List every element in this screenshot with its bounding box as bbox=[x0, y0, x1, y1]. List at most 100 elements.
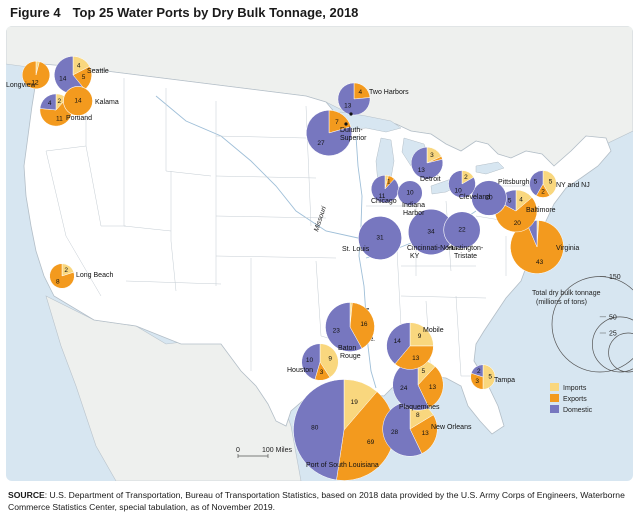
legend-swatch-exports bbox=[550, 394, 559, 402]
baton-rouge-slice-exports bbox=[349, 302, 375, 349]
figure-label: Figure 4 bbox=[10, 5, 61, 20]
indiana-harbor-label-line1: Indiana bbox=[402, 202, 425, 209]
duluth-superior-label-line1: Duluth- bbox=[340, 127, 363, 134]
cleveland-domestic-value: 10 bbox=[454, 188, 462, 195]
port-tampa[interactable]: 5 3 2 Tampa bbox=[470, 364, 515, 390]
port-virginia[interactable]: 43 Virginia bbox=[510, 220, 579, 274]
ny-and-nj-imports-value: 5 bbox=[549, 179, 553, 186]
port-houston[interactable]: 93 10 Houston bbox=[287, 343, 339, 381]
mobile-domestic-value: 14 bbox=[394, 338, 402, 345]
longview-slice-exports bbox=[21, 60, 51, 90]
new-orleans-exports-value: 13 bbox=[422, 430, 430, 437]
duluth-superior-slice-domestic bbox=[306, 110, 352, 156]
long-beach-imports-value: 2 bbox=[64, 267, 68, 274]
legend-size-value-150: 150 bbox=[609, 274, 621, 281]
long-beach-exports-value: 8 bbox=[56, 279, 60, 286]
legend-swatch-domestic bbox=[550, 405, 559, 413]
seattle-label-line1: Seattle bbox=[87, 68, 109, 75]
pittsburgh-domestic-value: 20 bbox=[485, 195, 493, 202]
tampa-imports-value: 5 bbox=[488, 374, 492, 381]
two-harbors-domestic-value: 13 bbox=[344, 103, 352, 110]
legend: Total dry bulk tonnage (millions of tons)… bbox=[532, 274, 633, 414]
source-text: : U.S. Department of Transportation, Bur… bbox=[8, 490, 625, 512]
two-harbors-slice-domestic bbox=[337, 82, 371, 116]
scale-zero-label: 0 bbox=[236, 447, 240, 454]
long-beach-slice-exports bbox=[49, 263, 75, 289]
port-st-louis[interactable]: 31 St. Louis bbox=[342, 215, 403, 261]
houston-slice-domestic bbox=[301, 343, 321, 380]
port-two-harbors[interactable]: 4 13 Two Harbors bbox=[337, 82, 409, 116]
baton-rouge-slice-domestic bbox=[325, 302, 363, 352]
tampa-domestic-value: 2 bbox=[477, 368, 481, 375]
figure-title: Figure 4 Top 25 Water Ports by Dry Bulk T… bbox=[10, 5, 358, 20]
huntington-tristate-label-line2: Tristate bbox=[454, 253, 477, 260]
houston-imports-value: 9 bbox=[328, 356, 332, 363]
tampa-label-line1: Tampa bbox=[494, 377, 515, 384]
new-orleans-slice-exports bbox=[409, 414, 438, 454]
scale-label: 100 Miles bbox=[262, 447, 292, 454]
baltimore-label-line1: Baltimore bbox=[526, 207, 556, 214]
baton-rouge-label-line1: Baton bbox=[338, 345, 356, 352]
port-of-south-louisiana-slice-domestic bbox=[293, 379, 345, 481]
mississippi-river-line bbox=[355, 135, 377, 389]
baton-rouge-label-line2: Rouge bbox=[340, 353, 361, 360]
houston-domestic-value: 10 bbox=[306, 357, 314, 364]
port-pittsburgh[interactable]: 20 Pittsburgh bbox=[471, 179, 530, 216]
duluth-superior-location-dot bbox=[344, 122, 348, 126]
port-of-south-louisiana-label-line1: Port of South Louisiana bbox=[306, 462, 379, 469]
cincinnati-northern-ky-label-line1: Cincinnati-Northern bbox=[407, 245, 467, 252]
seattle-imports-value: 4 bbox=[77, 62, 81, 69]
new-orleans-domestic-value: 28 bbox=[391, 429, 399, 436]
chicago-label-line1: Chicago bbox=[371, 198, 397, 205]
chicago-exports-value: 1 bbox=[387, 179, 391, 186]
legend-size-value-25: 25 bbox=[609, 331, 617, 338]
port-ny-and-nj[interactable]: 525 NY and NJ bbox=[529, 170, 590, 198]
port-mobile[interactable]: 9 13 14 Mobile bbox=[386, 322, 444, 370]
portland-imports-value: 2 bbox=[58, 98, 62, 105]
huntington-tristate-slice-domestic bbox=[443, 211, 481, 249]
detroit-label-line1: Detroit bbox=[420, 176, 441, 183]
plaquemines-label-line1: Plaquemines bbox=[399, 404, 440, 411]
indiana-harbor-slice-domestic bbox=[397, 180, 423, 206]
port-huntington-tristate[interactable]: 22 Huntington-Tristate bbox=[443, 211, 484, 260]
map-panel[interactable]: MissouriMississippi0100 Miles196980Port … bbox=[6, 26, 633, 481]
port-plaquemines[interactable]: 5 13 24 Plaquemines bbox=[392, 359, 444, 411]
figure-title-text: Top 25 Water Ports by Dry Bulk Tonnage, … bbox=[72, 5, 359, 20]
virginia-exports-value: 43 bbox=[536, 259, 544, 266]
port-of-south-louisiana-domestic-value: 80 bbox=[311, 425, 319, 432]
new-orleans-slice-domestic bbox=[382, 401, 423, 457]
ny-and-nj-domestic-value: 5 bbox=[534, 179, 538, 186]
kalama-slice-exports bbox=[63, 86, 93, 116]
tampa-slice-domestic bbox=[470, 364, 484, 378]
duluth-superior-label-line2: Superior bbox=[340, 135, 367, 142]
mobile-slice-exports bbox=[394, 345, 434, 370]
source-note: SOURCE: U.S. Department of Transportatio… bbox=[8, 489, 632, 513]
st-louis-slice-domestic bbox=[357, 215, 403, 261]
port-baltimore[interactable]: 4 20 5 Baltimore bbox=[494, 189, 556, 233]
port-port-of-south-louisiana[interactable]: 19 69 80 Port of South Louisiana bbox=[293, 379, 395, 481]
mobile-label-line1: Mobile bbox=[423, 327, 444, 334]
detroit-domestic-value: 13 bbox=[418, 167, 426, 174]
tampa-slice-imports bbox=[482, 364, 496, 390]
mobile-exports-value: 13 bbox=[412, 355, 420, 362]
port-duluth-superior[interactable]: 7 27 Duluth-Superior bbox=[306, 110, 367, 156]
pittsburgh-slice-domestic bbox=[471, 180, 507, 216]
mobile-slice-domestic bbox=[386, 322, 411, 365]
legend-size-value-50: 50 bbox=[609, 314, 617, 321]
pittsburgh-label-line1: Pittsburgh bbox=[498, 179, 530, 186]
baton-rouge-exports-value: 16 bbox=[360, 321, 368, 328]
port-kalama[interactable]: 14 Kalama bbox=[63, 86, 119, 116]
cleveland-slice-domestic bbox=[448, 170, 476, 198]
new-orleans-label-line1: New Orleans bbox=[431, 424, 472, 431]
cincinnati-northern-ky-label-line2: KY bbox=[410, 253, 420, 260]
missouri-river-line bbox=[155, 95, 359, 239]
port-detroit[interactable]: 3 13 Detroit bbox=[410, 146, 444, 183]
port-long-beach[interactable]: 28 Long Beach bbox=[49, 263, 114, 289]
huntington-tristate-label-line1: Huntington- bbox=[447, 245, 484, 252]
